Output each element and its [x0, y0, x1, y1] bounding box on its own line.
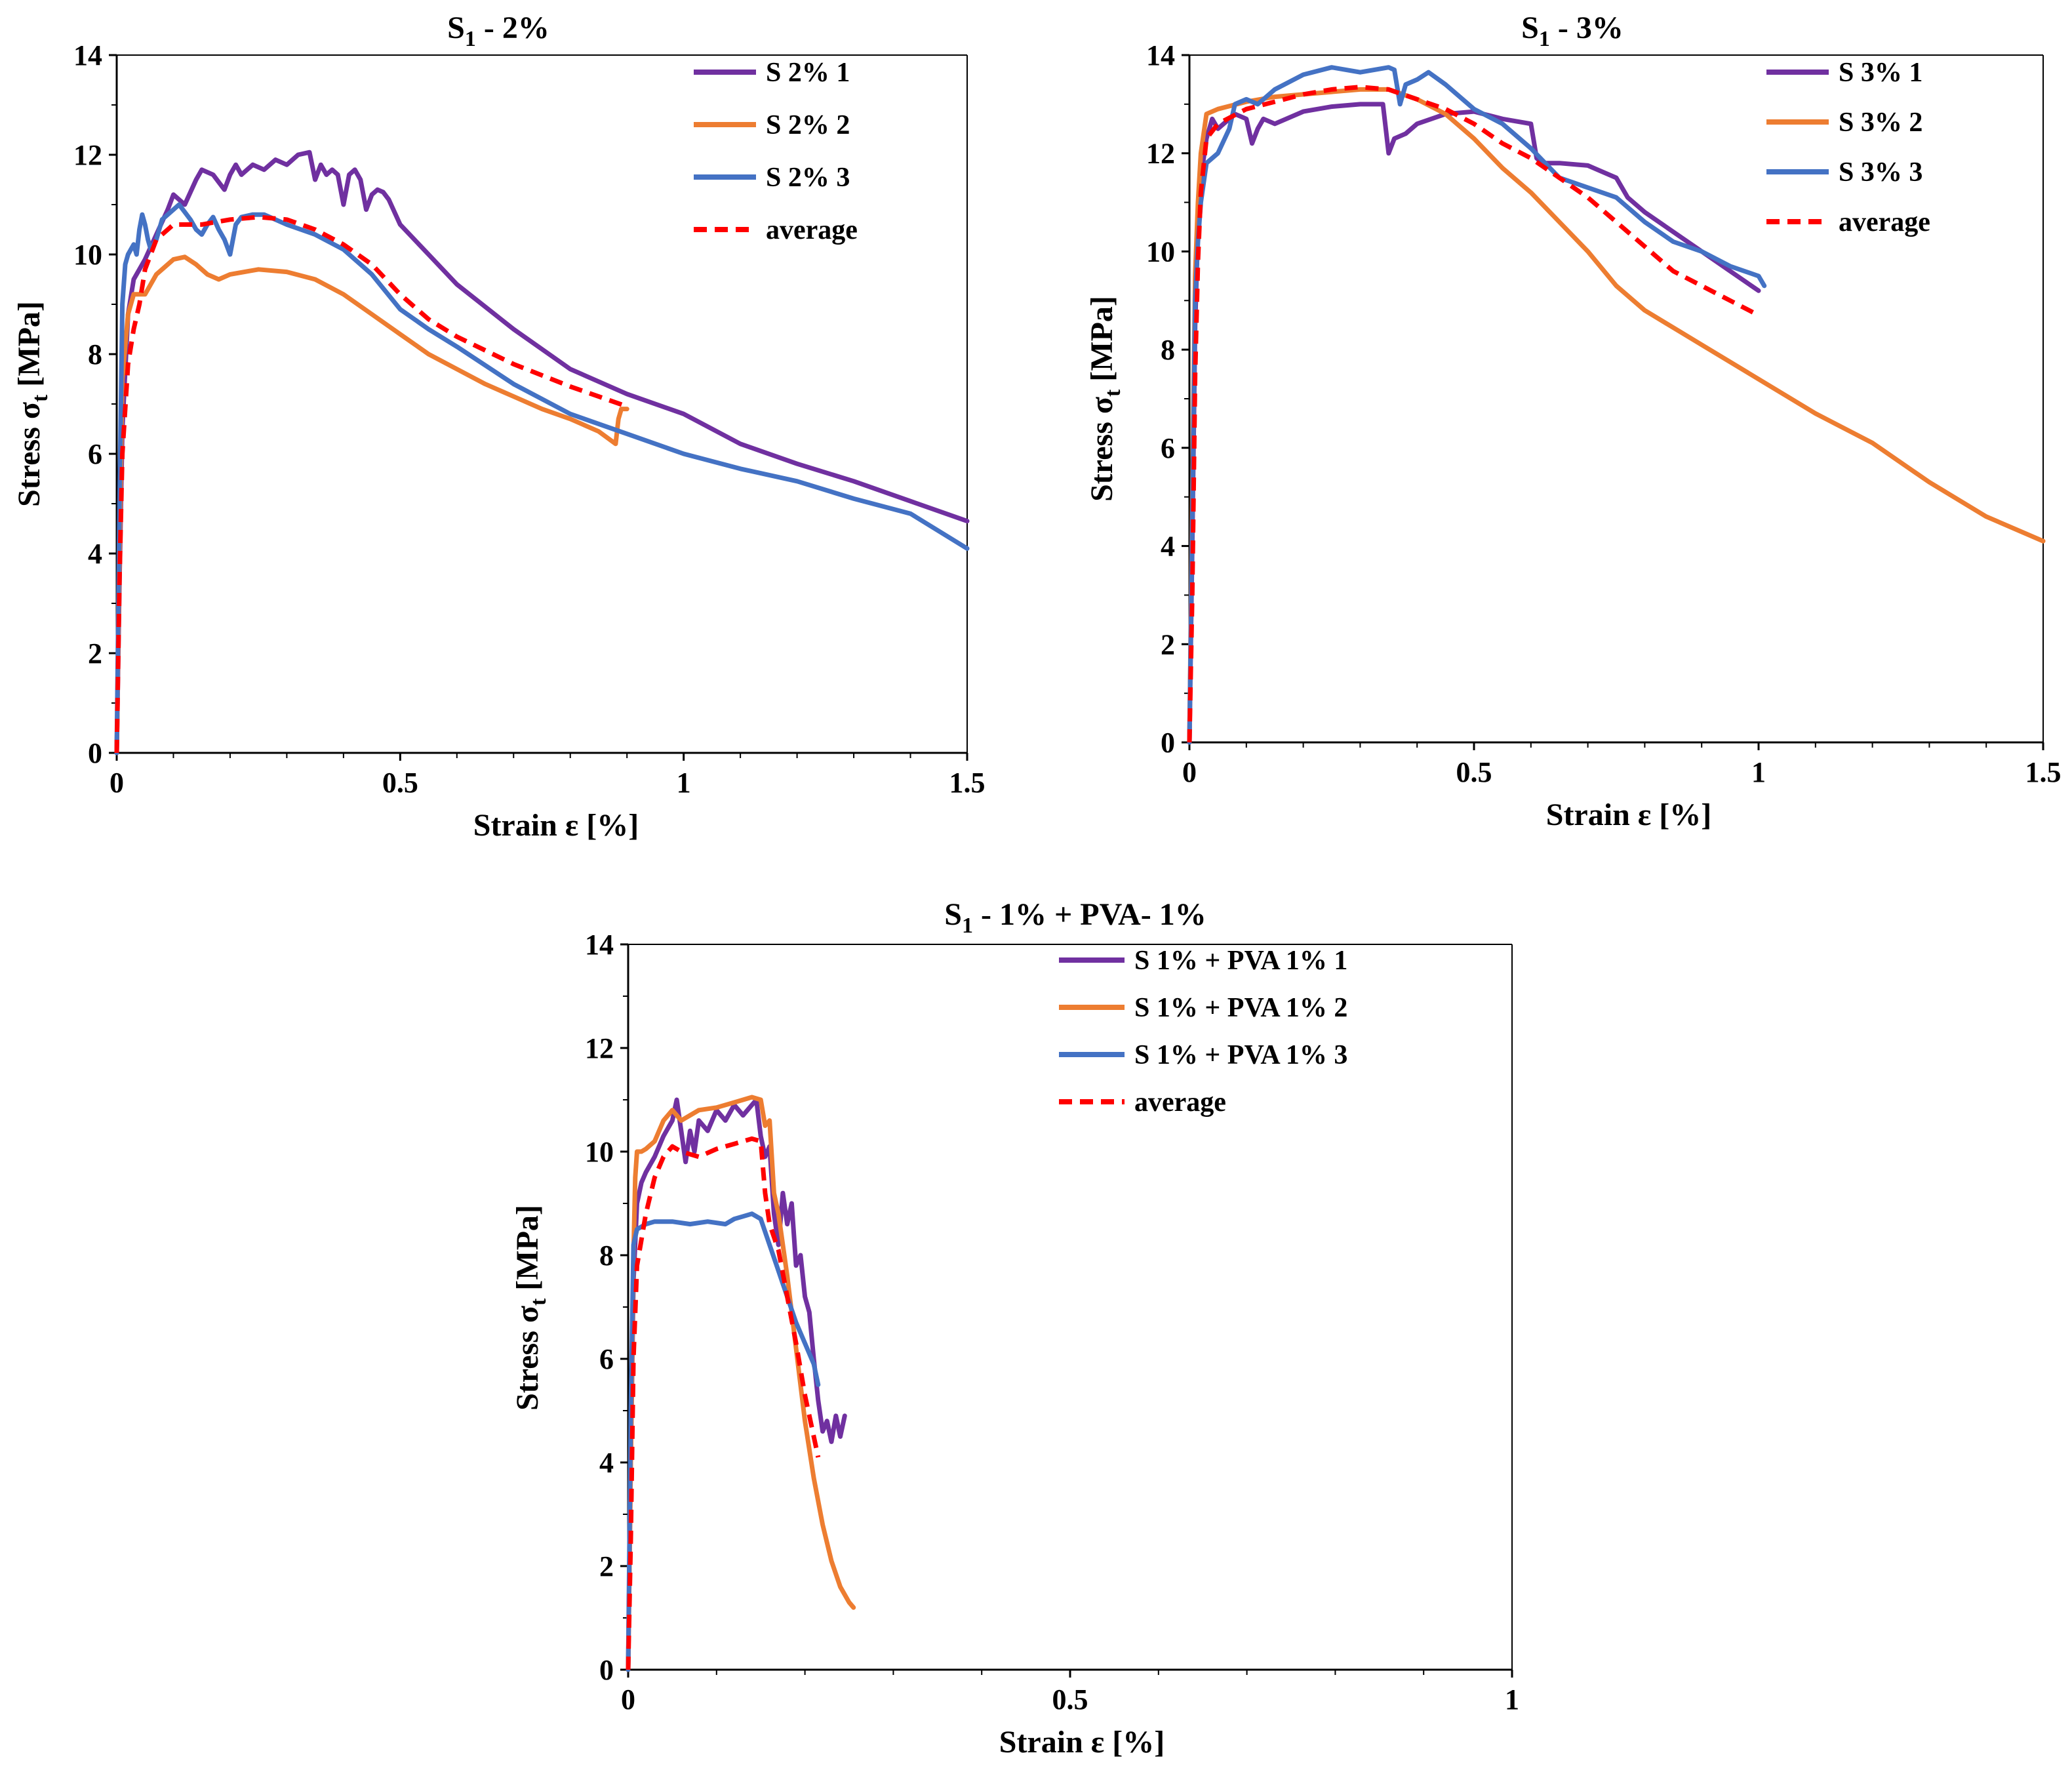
x-tick-label: 1 — [1505, 1683, 1519, 1716]
y-tick-label: 6 — [88, 438, 102, 470]
y-tick-label: 4 — [599, 1447, 614, 1479]
x-axis-label: Strain ε [%] — [999, 1725, 1165, 1760]
y-tick-label: 2 — [599, 1550, 614, 1582]
x-tick-label: 0.5 — [1456, 756, 1492, 788]
series-line-4 — [114, 214, 628, 754]
y-tick-label: 0 — [1161, 727, 1175, 759]
chart-title: S1 - 1% + PVA- 1% — [944, 897, 1206, 938]
chart-title-subscript: 1 — [1539, 27, 1550, 51]
x-tick-label: 1 — [677, 767, 691, 799]
y-tick-label: 8 — [599, 1239, 614, 1272]
y-axis-label: Stress σt [MPa] — [12, 301, 52, 507]
x-tick-label: 1.5 — [2025, 756, 2062, 788]
series-line-3 — [1187, 65, 1767, 745]
y-tick-label: 10 — [73, 239, 102, 271]
y-axis-label-subscript: t — [28, 394, 52, 402]
chart-title-subscript: 1 — [465, 27, 476, 51]
y-tick-label: 12 — [1146, 138, 1175, 170]
y-axis-label: Stress σt [MPa] — [1085, 296, 1125, 502]
y-tick-label: 0 — [599, 1654, 614, 1686]
legend-label: S 2% 1 — [766, 58, 850, 88]
y-axis-label-subscript: t — [1101, 389, 1125, 397]
x-tick-label: 0 — [621, 1683, 635, 1716]
y-tick-label: 0 — [88, 737, 102, 769]
y-tick-label: 4 — [88, 538, 102, 570]
chart-title-rest: - 1% + PVA- 1% — [973, 897, 1206, 932]
series-line-4 — [1187, 85, 1760, 743]
series-line-1 — [114, 150, 970, 755]
series-line-1 — [626, 1097, 847, 1672]
y-axis-label-rest: [MPa] — [510, 1205, 545, 1299]
y-tick-label: 10 — [1146, 235, 1175, 268]
y-axis-label-subscript: t — [527, 1298, 551, 1306]
y-tick-label: 8 — [1161, 334, 1175, 366]
chart-title-subscript: 1 — [962, 914, 973, 938]
y-axis-label-main: Stress σ — [510, 1306, 545, 1411]
series-line-3 — [114, 202, 970, 755]
y-axis-label-main: Stress σ — [12, 402, 47, 507]
y-tick-label: 2 — [88, 637, 102, 670]
y-tick-label: 14 — [73, 39, 102, 71]
x-tick-label: 1.5 — [949, 767, 986, 799]
x-axis-label: Strain ε [%] — [1546, 797, 1712, 832]
chart-title-rest: - 3% — [1550, 10, 1624, 45]
series-line-2 — [114, 254, 629, 755]
legend-label: S 3% 1 — [1839, 58, 1923, 88]
y-tick-label: 2 — [1161, 628, 1175, 660]
chart-title-main: S — [944, 897, 962, 932]
legend-label: S 1% + PVA 1% 2 — [1134, 993, 1347, 1023]
x-tick-label: 0.5 — [1052, 1683, 1088, 1716]
x-axis-label: Strain ε [%] — [473, 808, 639, 843]
chart-title-rest: - 2% — [476, 10, 549, 45]
series-line-2 — [1187, 87, 2046, 745]
y-axis-label: Stress σt [MPa] — [510, 1205, 551, 1411]
y-tick-label: 12 — [73, 139, 102, 171]
legend-label: S 2% 2 — [766, 110, 850, 140]
legend-label: average — [766, 215, 858, 245]
chart-title: S1 - 2% — [447, 10, 549, 51]
y-tick-label: 8 — [88, 338, 102, 371]
x-tick-label: 1 — [1751, 756, 1766, 788]
y-tick-label: 6 — [599, 1343, 614, 1375]
series-line-4 — [626, 1136, 821, 1670]
y-tick-label: 12 — [585, 1032, 614, 1064]
chart-title: S1 - 3% — [1521, 10, 1624, 51]
legend-label: average — [1839, 207, 1930, 237]
legend-label: average — [1134, 1087, 1226, 1118]
y-axis-label-rest: [MPa] — [1085, 296, 1119, 390]
y-axis-label-rest: [MPa] — [12, 301, 47, 395]
y-tick-label: 14 — [585, 929, 614, 961]
x-tick-label: 0 — [110, 767, 124, 799]
series-line-3 — [626, 1211, 821, 1672]
legend-label: S 1% + PVA 1% 1 — [1134, 946, 1347, 976]
series-line-2 — [626, 1095, 856, 1672]
legend-label: S 2% 3 — [766, 163, 850, 193]
chart-title-main: S — [447, 10, 465, 45]
legend-label: S 3% 2 — [1839, 108, 1923, 138]
y-axis-label-main: Stress σ — [1085, 397, 1119, 502]
legend-label: S 3% 3 — [1839, 157, 1923, 188]
series-line-1 — [1187, 102, 1761, 745]
y-tick-label: 4 — [1161, 531, 1175, 563]
y-tick-label: 10 — [585, 1136, 614, 1168]
x-tick-label: 0 — [1182, 756, 1197, 788]
y-tick-label: 14 — [1146, 39, 1175, 71]
legend-label: S 1% + PVA 1% 3 — [1134, 1040, 1347, 1070]
chart-title-main: S — [1521, 10, 1539, 45]
y-tick-label: 6 — [1161, 432, 1175, 464]
x-tick-label: 0.5 — [382, 767, 418, 799]
